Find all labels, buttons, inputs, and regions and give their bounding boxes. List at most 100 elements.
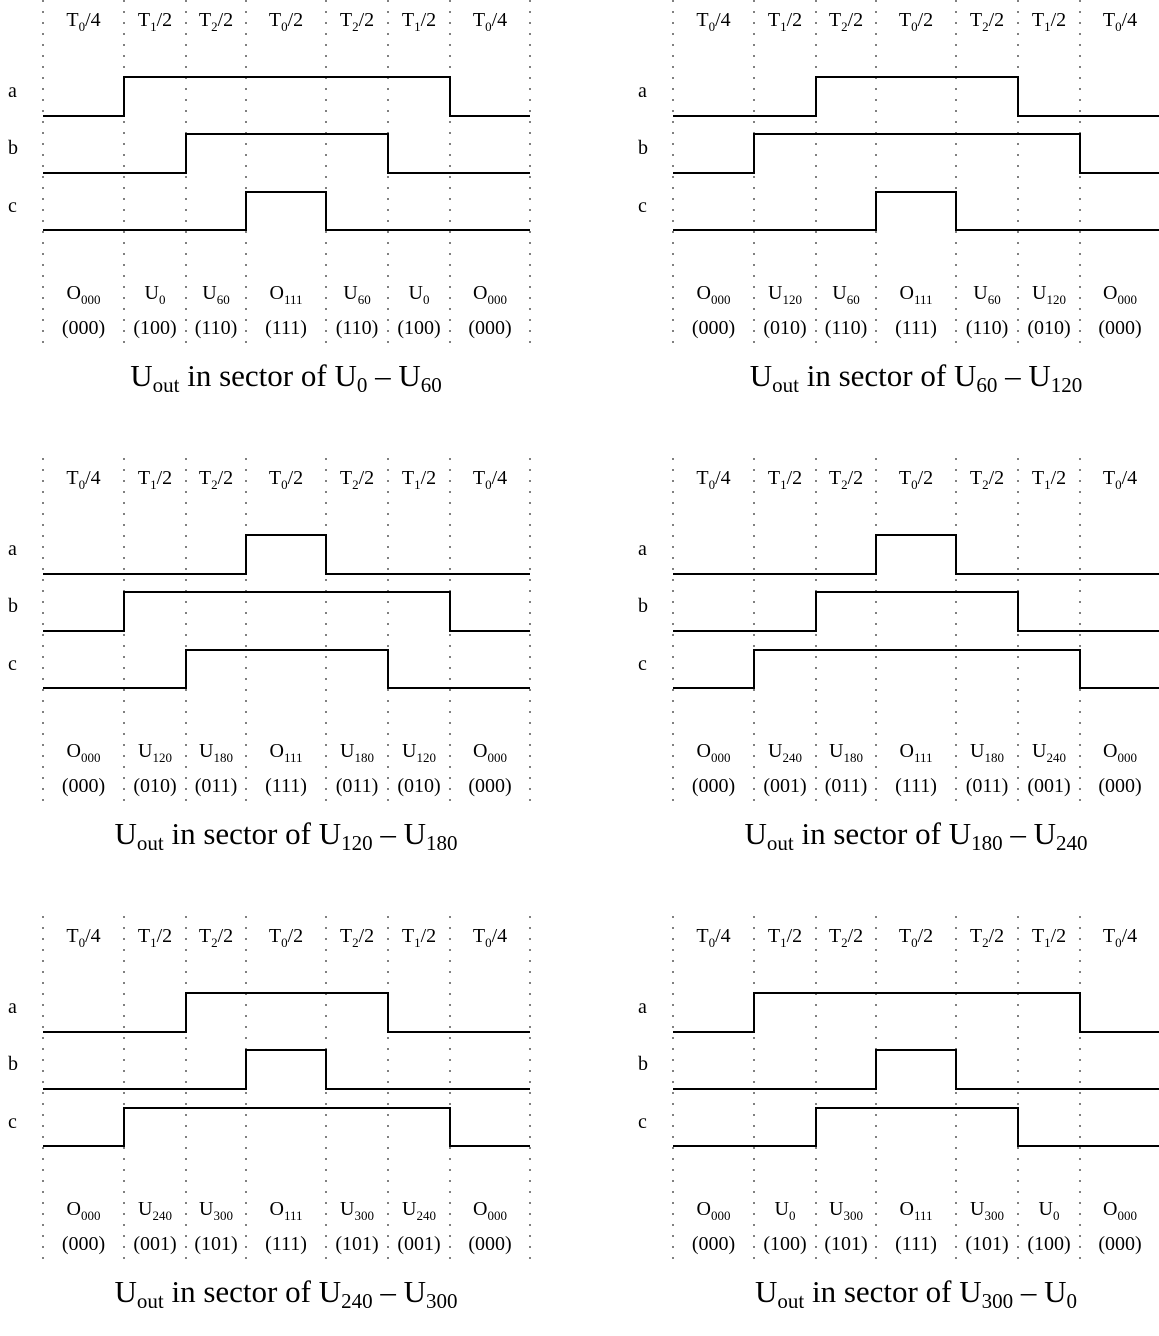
vector-label: O000	[473, 282, 507, 307]
time-segment-label: T0/4	[696, 9, 730, 34]
vector-label: U120	[1032, 282, 1066, 307]
vector-label: O000	[697, 282, 731, 307]
time-segment-label: T0/4	[1103, 925, 1137, 950]
vector-label: U240	[1032, 740, 1066, 765]
switch-code: (111)	[265, 317, 307, 339]
panel-title: Uout in sector of U120 – U180	[115, 816, 458, 855]
time-segment-label: T0/4	[66, 467, 100, 492]
timing-panel-svg: T0/4 T1/2 T2/2 T0/2 T2/2 T1/2 T0/4 a b c O000 U120 U…	[638, 0, 1159, 397]
vector-label: O000	[67, 282, 101, 307]
time-segment-label: T2/2	[340, 9, 374, 34]
time-segment-label: T2/2	[970, 9, 1004, 34]
time-segment-label: T2/2	[199, 9, 233, 34]
time-segment-label: T0/2	[269, 925, 303, 950]
vector-label: O000	[1103, 740, 1137, 765]
switch-code: (000)	[468, 775, 511, 797]
switch-code: (101)	[194, 1233, 237, 1255]
signal-label-a: a	[638, 80, 647, 102]
timing-panel-2: T0/4 T1/2 T2/2 T0/2 T2/2 T1/2 T0/4 a b c O000 U120 U…	[630, 0, 1159, 420]
vector-label: O111	[900, 740, 933, 765]
timing-panel-6: T0/4 T1/2 T2/2 T0/2 T2/2 T1/2 T0/4 a b c O000 U0 U30…	[630, 916, 1159, 1336]
waveform-c	[43, 191, 530, 231]
signal-label-b: b	[638, 595, 648, 617]
switch-code: (010)	[397, 775, 440, 797]
signal-label-b: b	[8, 595, 18, 617]
vector-label: O000	[67, 1198, 101, 1223]
vector-label: U0	[409, 282, 430, 307]
waveform-a	[673, 76, 1159, 117]
time-segment-label: T0/2	[269, 467, 303, 492]
signal-label-a: a	[638, 538, 647, 560]
vector-label: U300	[829, 1198, 863, 1223]
switch-code: (111)	[265, 1233, 307, 1255]
time-segment-label: T2/2	[340, 925, 374, 950]
switch-code: (011)	[336, 775, 379, 797]
time-segment-label: T2/2	[340, 467, 374, 492]
signal-label-c: c	[638, 195, 647, 217]
time-segment-label: T0/4	[473, 9, 507, 34]
signal-label-c: c	[638, 1111, 647, 1133]
timing-panel-svg: T0/4 T1/2 T2/2 T0/2 T2/2 T1/2 T0/4 a b c O000 U240 U…	[638, 458, 1159, 855]
signal-label-c: c	[638, 653, 647, 675]
time-segment-label: T1/2	[402, 467, 436, 492]
switch-code: (001)	[763, 775, 806, 797]
waveform-a	[43, 76, 530, 117]
panel-title: Uout in sector of U0 – U60	[130, 358, 441, 397]
waveform-b	[43, 591, 530, 632]
time-segment-label: T0/4	[696, 467, 730, 492]
switch-code: (010)	[1027, 317, 1070, 339]
vector-label: O111	[270, 740, 303, 765]
switch-code: (010)	[133, 775, 176, 797]
waveform-a	[43, 992, 530, 1033]
switch-code: (000)	[1098, 1233, 1141, 1255]
vector-label: U300	[970, 1198, 1004, 1223]
switch-code: (100)	[133, 317, 176, 339]
timing-panel-svg: T0/4 T1/2 T2/2 T0/2 T2/2 T1/2 T0/4 a b c O000 U0 U30…	[638, 916, 1159, 1313]
switch-code: (100)	[1027, 1233, 1070, 1255]
vector-label: U60	[973, 282, 1000, 307]
switch-code: (000)	[1098, 775, 1141, 797]
waveform-a	[673, 992, 1159, 1033]
switch-code: (000)	[62, 775, 105, 797]
time-segment-label: T2/2	[829, 467, 863, 492]
vector-label: O000	[697, 1198, 731, 1223]
timing-panel-svg: T0/4 T1/2 T2/2 T0/2 T2/2 T1/2 T0/4 a b c O000 U240 U…	[8, 916, 531, 1313]
waveform-b	[673, 133, 1159, 174]
signal-label-a: a	[8, 996, 17, 1018]
signal-label-a: a	[638, 996, 647, 1018]
vector-label: O111	[270, 1198, 303, 1223]
switch-code: (001)	[397, 1233, 440, 1255]
signal-label-b: b	[638, 1053, 648, 1075]
time-segment-label: T1/2	[138, 9, 172, 34]
switch-code: (000)	[468, 1233, 511, 1255]
waveform-c	[673, 649, 1159, 689]
time-segment-label: T0/4	[696, 925, 730, 950]
time-segment-label: T1/2	[402, 925, 436, 950]
waveform-b	[43, 133, 530, 174]
vector-label: O000	[67, 740, 101, 765]
switch-code: (000)	[692, 1233, 735, 1255]
waveform-c	[673, 191, 1159, 231]
timing-panel-1: T0/4 T1/2 T2/2 T0/2 T2/2 T1/2 T0/4 a b c O000 U0 U60…	[0, 0, 560, 420]
vector-label: U240	[138, 1198, 172, 1223]
switch-code: (100)	[397, 317, 440, 339]
vector-label: U60	[832, 282, 859, 307]
waveform-a	[673, 534, 1159, 575]
signal-label-b: b	[8, 137, 18, 159]
time-segment-label: T1/2	[138, 925, 172, 950]
switch-code: (000)	[62, 1233, 105, 1255]
timing-panel-svg: T0/4 T1/2 T2/2 T0/2 T2/2 T1/2 T0/4 a b c O000 U120 U…	[8, 458, 531, 855]
signal-label-c: c	[8, 195, 17, 217]
waveform-a	[43, 534, 530, 575]
time-segment-label: T1/2	[768, 925, 802, 950]
switch-code: (110)	[825, 317, 868, 339]
switch-code: (111)	[895, 1233, 937, 1255]
switch-code: (101)	[824, 1233, 867, 1255]
time-segment-label: T1/2	[768, 467, 802, 492]
switch-code: (101)	[335, 1233, 378, 1255]
time-segment-label: T1/2	[1032, 467, 1066, 492]
switch-code: (100)	[763, 1233, 806, 1255]
signal-label-a: a	[8, 80, 17, 102]
vector-label: U240	[402, 1198, 436, 1223]
